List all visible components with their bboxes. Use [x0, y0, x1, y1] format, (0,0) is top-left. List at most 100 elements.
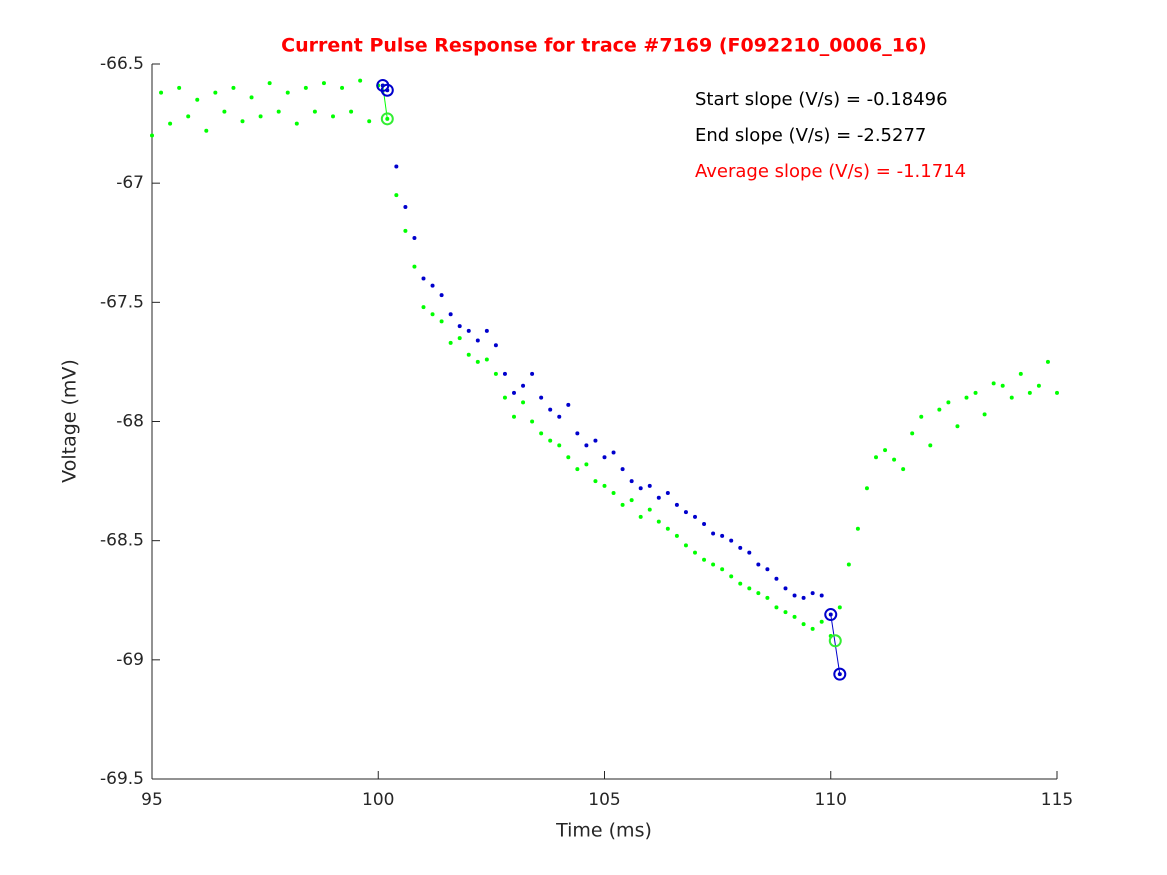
- data-point: [1000, 383, 1005, 388]
- data-point: [421, 276, 426, 281]
- data-point: [575, 431, 580, 436]
- data-point: [430, 283, 435, 288]
- data-point: [937, 407, 942, 412]
- data-point: [394, 193, 399, 198]
- circle-marker: [824, 608, 838, 622]
- data-point: [457, 324, 462, 329]
- x-tick-label: 95: [141, 790, 163, 810]
- data-point: [321, 81, 326, 86]
- data-point: [928, 443, 933, 448]
- x-tick-label: 110: [815, 790, 847, 810]
- data-point: [738, 545, 743, 550]
- data-point: [693, 550, 697, 555]
- data-point: [810, 591, 815, 596]
- data-point: [647, 507, 652, 512]
- data-point: [285, 90, 290, 95]
- data-point: [729, 538, 734, 543]
- data-point: [747, 550, 752, 555]
- data-point: [702, 521, 707, 526]
- data-point: [475, 338, 480, 343]
- data-point: [448, 312, 453, 317]
- data-point: [484, 328, 489, 333]
- data-point: [530, 371, 535, 376]
- y-tick-label: -67.5: [100, 292, 144, 312]
- data-point: [611, 491, 616, 495]
- data-point: [240, 119, 245, 124]
- data-point: [439, 293, 444, 298]
- data-point: [448, 340, 453, 345]
- data-point: [946, 400, 951, 405]
- y-tick-label: -68.5: [100, 531, 144, 551]
- data-point: [1018, 371, 1023, 376]
- data-point: [204, 128, 209, 133]
- data-point: [629, 498, 634, 503]
- data-point: [340, 85, 345, 90]
- data-point: [512, 414, 516, 419]
- data-point: [620, 502, 625, 507]
- data-point: [656, 495, 661, 500]
- data-point: [991, 381, 996, 386]
- data-point: [502, 371, 507, 376]
- data-point: [602, 455, 607, 460]
- data-point: [810, 626, 815, 631]
- data-point: [837, 605, 842, 610]
- data-point: [584, 443, 589, 448]
- data-point: [874, 455, 878, 460]
- data-point: [177, 85, 182, 90]
- data-point: [756, 562, 761, 567]
- data-point: [186, 114, 191, 119]
- data-point: [729, 574, 734, 579]
- data-point: [629, 479, 634, 484]
- data-point: [964, 395, 969, 400]
- data-point: [457, 336, 462, 341]
- data-point: [647, 483, 652, 488]
- data-point: [521, 383, 526, 388]
- y-tick-label: -68: [116, 412, 144, 432]
- connector-line: [830, 614, 841, 675]
- data-point: [484, 357, 489, 362]
- data-point: [973, 390, 978, 395]
- data-point: [168, 121, 173, 126]
- data-point: [557, 443, 562, 448]
- data-point: [855, 526, 860, 531]
- data-point: [801, 622, 806, 627]
- data-point: [394, 164, 399, 169]
- x-tick-label: 105: [588, 790, 620, 810]
- data-point: [1027, 390, 1032, 395]
- data-point: [548, 407, 553, 412]
- data-point: [276, 109, 281, 114]
- data-point: [638, 486, 643, 491]
- data-point: [774, 605, 779, 610]
- data-point: [439, 319, 444, 324]
- data-point: [403, 228, 408, 233]
- data-point: [539, 431, 544, 436]
- data-point: [493, 343, 498, 348]
- data-point: [819, 593, 824, 598]
- data-point: [783, 610, 788, 615]
- data-point: [711, 531, 716, 536]
- y-tick-label: -67: [116, 173, 144, 193]
- data-point: [1045, 359, 1050, 364]
- data-point: [738, 581, 743, 586]
- data-point: [674, 533, 679, 538]
- data-point: [367, 119, 372, 124]
- data-point: [892, 457, 897, 462]
- data-point: [575, 467, 580, 472]
- data-point: [1009, 395, 1014, 400]
- circle-marker: [833, 667, 847, 681]
- data-point: [222, 109, 227, 114]
- y-tick-label: -69: [116, 650, 144, 670]
- data-point: [421, 305, 426, 310]
- data-point: [466, 352, 471, 357]
- data-point: [258, 114, 263, 119]
- data-point: [475, 359, 480, 364]
- x-tick-label: 100: [362, 790, 394, 810]
- data-point: [530, 419, 535, 424]
- data-point: [720, 567, 725, 572]
- data-point: [693, 514, 697, 519]
- data-point: [593, 479, 598, 484]
- data-point: [1055, 390, 1059, 395]
- data-point: [412, 264, 417, 269]
- data-point: [331, 114, 335, 119]
